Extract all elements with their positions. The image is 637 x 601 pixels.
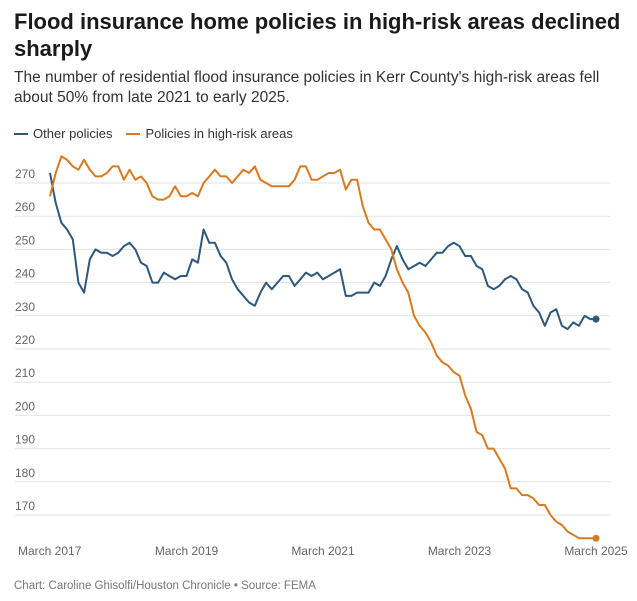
legend-item-other: Other policies <box>14 126 112 141</box>
end-point-other-policies <box>592 315 600 323</box>
y-tick-label: 200 <box>15 399 35 413</box>
y-tick-label: 170 <box>15 499 35 513</box>
y-tick-label: 190 <box>15 433 35 447</box>
y-tick-label: 260 <box>15 200 35 214</box>
legend-item-high-risk: Policies in high-risk areas <box>126 126 293 141</box>
x-tick-label: March 2017 <box>18 544 82 558</box>
end-point-high-risk-policies <box>592 534 600 542</box>
x-tick-label: March 2019 <box>155 544 219 558</box>
legend-label-high-risk: Policies in high-risk areas <box>145 126 293 141</box>
source-note: Chart: Caroline Ghisolfi/Houston Chronic… <box>14 580 316 592</box>
y-tick-label: 270 <box>15 167 35 181</box>
x-tick-label: March 2021 <box>291 544 355 558</box>
chart-title: Flood insurance home policies in high-ri… <box>14 9 621 61</box>
y-tick-label: 180 <box>15 466 35 480</box>
y-tick-label: 250 <box>15 233 35 247</box>
y-tick-label: 230 <box>15 300 35 314</box>
legend: Other policies Policies in high-risk are… <box>14 126 293 141</box>
x-tick-label: March 2025 <box>564 544 628 558</box>
legend-swatch-high-risk <box>126 132 141 135</box>
legend-swatch-other <box>14 132 28 135</box>
y-tick-label: 220 <box>15 333 35 347</box>
series-line-other-policies <box>49 172 596 331</box>
chart-subtitle: The number of residential flood insuranc… <box>14 69 600 106</box>
y-tick-label: 210 <box>15 366 35 380</box>
legend-label-other: Other policies <box>33 126 113 141</box>
series-line-high-risk-policies <box>49 155 596 540</box>
x-tick-label: March 2023 <box>428 544 492 558</box>
y-tick-label: 240 <box>15 267 35 281</box>
